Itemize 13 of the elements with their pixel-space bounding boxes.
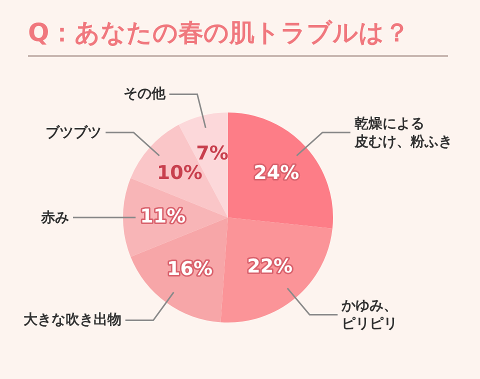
slice-label: 赤み (40, 208, 69, 226)
slice-label: 乾燥による皮むけ、粉ふき (354, 114, 454, 151)
data-label: 24% (254, 162, 300, 184)
data-label: 10% (156, 162, 202, 184)
data-label: 11% (140, 205, 186, 228)
slice-label: ブツブツ (44, 124, 102, 142)
data-label: 22% (247, 255, 293, 278)
data-label: 16% (166, 258, 212, 280)
slice-label: 大きな吹き出物 (22, 311, 122, 330)
slice-label: その他 (122, 85, 166, 104)
slice-label: かゆみ、ピリピリ (342, 296, 399, 333)
chart-title: Q：あなたの春の肌トラブルは？ (28, 16, 448, 57)
data-label: 7% (196, 142, 228, 164)
